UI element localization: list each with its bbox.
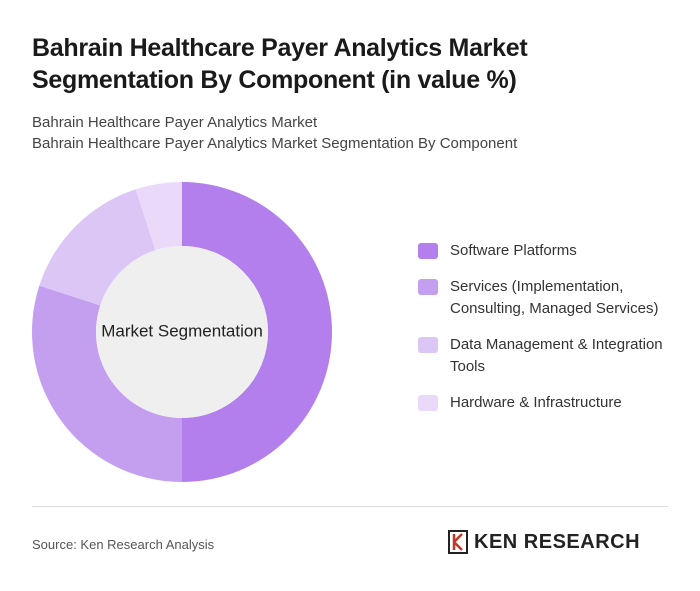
legend-item: Software Platforms	[418, 240, 678, 262]
donut-hole	[96, 246, 268, 418]
logo-text: KEN RESEARCH	[474, 530, 641, 553]
legend-swatch	[418, 395, 438, 411]
legend: Software Platforms Services (Implementati…	[418, 240, 678, 428]
legend-swatch	[418, 337, 438, 353]
subtitle: Bahrain Healthcare Payer Analytics Marke…	[32, 135, 518, 152]
legend-item: Services (Implementation, Consulting, Ma…	[418, 276, 678, 320]
logo: KEN RESEARCH	[448, 530, 640, 554]
center-label: Market Segmentation	[101, 321, 263, 340]
divider	[32, 506, 668, 507]
legend-item: Hardware & Infrastructure	[418, 392, 678, 414]
legend-label: Data Management & Integration Tools	[450, 336, 663, 375]
subtitle: Bahrain Healthcare Payer Analytics Marke…	[32, 114, 318, 131]
donut-slice	[39, 189, 156, 306]
legend-label: Software Platforms	[450, 242, 577, 259]
legend-label: Services (Implementation, Consulting, Ma…	[450, 278, 659, 317]
legend-swatch	[418, 279, 438, 295]
donut-slice	[182, 182, 332, 482]
chart-title: Bahrain Healthcare Payer Analytics Marke…	[32, 34, 528, 94]
legend-swatch	[418, 243, 438, 259]
donut-slice	[135, 182, 182, 251]
legend-item: Data Management & Integration Tools	[418, 334, 678, 378]
legend-label: Hardware & Infrastructure	[450, 394, 622, 411]
donut-chart: Market Segmentation	[31, 182, 332, 482]
logo-icon	[448, 530, 468, 554]
source: Source: Ken Research Analysis	[32, 537, 215, 552]
donut-slice	[31, 285, 182, 482]
